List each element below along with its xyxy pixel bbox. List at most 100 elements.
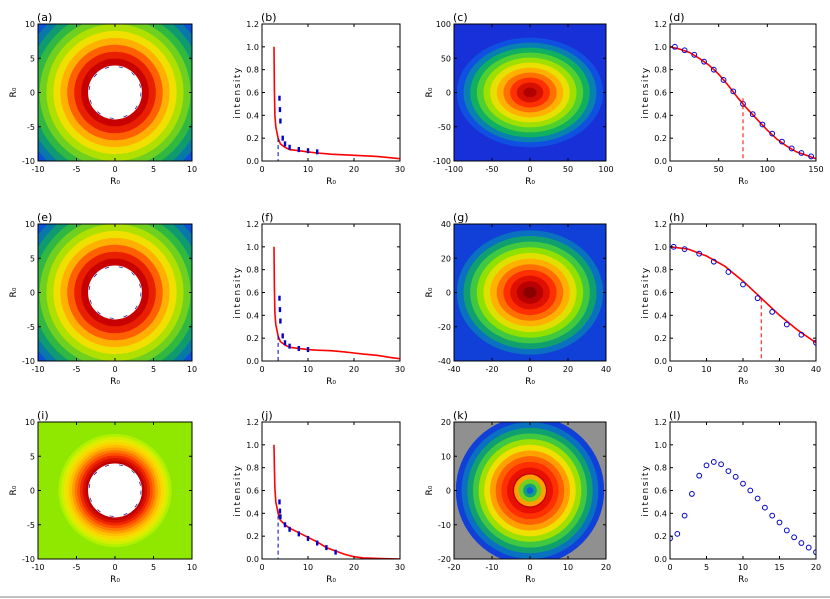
x-tick-label: 40 <box>601 365 611 374</box>
y-tick-label: 1.2 <box>246 418 259 427</box>
y-tick-label: 5 <box>30 54 35 63</box>
panel-label: (h) <box>669 211 685 224</box>
x-tick-label: 10 <box>303 165 313 174</box>
data-point <box>681 47 688 54</box>
data-point <box>279 318 282 324</box>
y-tick-label: -50 <box>438 123 451 132</box>
data-point <box>278 508 282 514</box>
axes-frame <box>261 223 401 362</box>
y-tick-label: 0.0 <box>654 357 667 366</box>
plot-layer <box>273 444 400 559</box>
x-tick-label: 0 <box>667 165 672 174</box>
x-tick-label: 0 <box>527 365 532 374</box>
data-point <box>730 88 737 95</box>
panel-h: 0 10 20 30 40 0.0 0.2 0.4 0.6 0.8 1.0 1.2 R₀ intensit… <box>641 211 821 387</box>
y-tick-label: 0 <box>30 89 35 98</box>
data-point <box>725 269 732 275</box>
y-tick-label: 0.2 <box>246 334 259 343</box>
data-point <box>691 51 698 58</box>
x-tick-label: 10 <box>187 165 197 174</box>
data-point <box>754 495 761 502</box>
x-tick-label: 30 <box>395 563 405 572</box>
x-tick-label: 0 <box>259 365 264 374</box>
x-tick-label: 20 <box>563 365 573 374</box>
x-tick-label: 20 <box>811 563 821 572</box>
data-point <box>808 153 815 160</box>
data-point <box>769 130 776 137</box>
y-tick-label: 1.2 <box>654 220 667 229</box>
panel-label: (b) <box>261 11 277 24</box>
x-tick-label: 100 <box>598 165 613 174</box>
y-tick-label: 1.0 <box>246 243 259 252</box>
data-point <box>278 95 281 101</box>
data-point <box>689 491 695 497</box>
data-point <box>769 309 776 315</box>
data-point <box>316 149 319 155</box>
y-axis-label: intensity <box>641 66 651 119</box>
y-tick-label: 10 <box>441 452 451 461</box>
data-point <box>288 526 291 532</box>
plot-layer <box>670 43 816 161</box>
x-tick-label: 100 <box>760 165 775 174</box>
data-point <box>297 345 300 351</box>
x-axis-label: R₀ <box>110 377 120 387</box>
y-tick-label: 1.0 <box>246 441 259 450</box>
data-point <box>740 281 746 288</box>
y-axis-label: R₀ <box>9 287 19 297</box>
panel-label: (j) <box>261 409 273 422</box>
x-tick-label: 150 <box>808 165 823 174</box>
y-tick-label: 1.2 <box>246 20 259 29</box>
y-tick-label: 0.8 <box>654 266 667 275</box>
y-tick-label: -5 <box>27 123 35 132</box>
heatmap-layer <box>454 24 606 161</box>
y-tick-label: 0.4 <box>246 311 259 320</box>
y-tick-label: 10 <box>25 418 35 427</box>
axes-frame <box>261 421 401 560</box>
heatmap-hole <box>88 463 142 518</box>
y-tick-label: 100 <box>436 20 451 29</box>
y-tick-label: 0.0 <box>246 357 259 366</box>
plot-layer <box>670 243 816 361</box>
data-point <box>732 473 739 480</box>
x-tick-label: 0 <box>112 563 117 572</box>
heatmap-layer <box>38 422 192 559</box>
y-axis-label: intensity <box>233 266 243 319</box>
x-tick-label: 20 <box>349 165 359 174</box>
y-tick-label: 0.0 <box>654 157 667 166</box>
y-tick-label: -20 <box>438 323 451 332</box>
x-tick-label: 5 <box>151 365 156 374</box>
heatmap-contour-band <box>523 286 537 299</box>
data-point <box>718 461 724 468</box>
y-tick-label: -10 <box>22 157 35 166</box>
x-tick-label: 20 <box>349 563 359 572</box>
panel-a: -10 -5 0 5 10 -10 -5 0 5 10 R₀ R₀ (a) <box>9 11 197 187</box>
data-point <box>747 487 754 494</box>
panel-i: -10 -5 0 5 10 -10 -5 0 5 10 R₀ R₀ (i) <box>9 409 197 585</box>
panel-label: (d) <box>669 11 685 24</box>
data-point <box>279 514 282 520</box>
y-tick-label: -100 <box>433 157 451 166</box>
x-tick-label: 30 <box>395 165 405 174</box>
y-tick-label: 0.6 <box>246 487 259 496</box>
y-tick-label: 0 <box>30 289 35 298</box>
y-axis-label: R₀ <box>9 485 19 495</box>
x-tick-label: 20 <box>738 365 748 374</box>
x-tick-label: -10 <box>31 563 44 572</box>
x-tick-label: -10 <box>31 165 44 174</box>
data-point <box>798 331 805 338</box>
x-tick-label: 10 <box>563 563 573 572</box>
x-axis-label: R₀ <box>738 177 748 187</box>
panel-e: -10 -5 0 5 10 -10 -5 0 5 10 R₀ R₀ (e) <box>9 211 197 387</box>
data-point <box>769 512 776 519</box>
x-axis-label: R₀ <box>738 377 748 387</box>
y-tick-label: 5 <box>30 452 35 461</box>
data-point <box>710 66 717 73</box>
series-line-red <box>670 46 816 160</box>
data-point <box>805 544 812 551</box>
y-tick-label: 0.2 <box>654 334 667 343</box>
y-tick-label: 0 <box>30 487 35 496</box>
data-point <box>788 145 795 152</box>
y-tick-label: 1.0 <box>654 243 667 252</box>
heatmap-hole-edge <box>88 266 142 319</box>
y-tick-label: 10 <box>25 220 35 229</box>
